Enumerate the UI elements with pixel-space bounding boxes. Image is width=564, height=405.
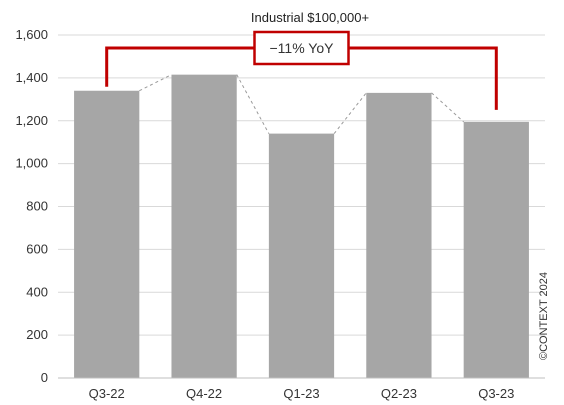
bar-q3-22 [74, 90, 140, 379]
y-tick-label: 1,600 [15, 27, 48, 42]
x-tick-label: Q1-23 [283, 386, 319, 401]
bar-q3-23 [463, 121, 529, 379]
y-tick-label: 400 [26, 284, 48, 299]
yoy-annotation: −11% YoY [105, 30, 498, 110]
y-axis: 0 200 400 600 800 1,000 1,200 1,400 1,600 [15, 27, 48, 385]
annotation-label: −11% YoY [270, 40, 335, 56]
annotation-box [253, 30, 350, 66]
x-tick-label: Q3-23 [478, 386, 514, 401]
bar-q4-22 [171, 74, 237, 379]
bar-q2-23 [366, 92, 432, 378]
y-tick-label: 0 [41, 370, 48, 385]
y-tick-label: 1,400 [15, 70, 48, 85]
y-tick-label: 800 [26, 199, 48, 214]
x-tick-label: Q4-22 [186, 386, 222, 401]
y-tick-label: 1,200 [15, 113, 48, 128]
y-tick-label: 200 [26, 327, 48, 342]
y-tick-label: 600 [26, 241, 48, 256]
bar-connectors [139, 74, 465, 134]
connector-line [431, 92, 465, 123]
connector-line [333, 92, 367, 134]
bars [74, 74, 529, 379]
copyright-text: ©CONTEXT 2024 [538, 272, 550, 360]
chart-title: Industrial $100,000+ [251, 10, 369, 25]
connector-line [139, 74, 172, 92]
y-tick-label: 1,000 [15, 156, 48, 171]
bar-q1-23 [268, 133, 335, 378]
connector-line [236, 74, 270, 134]
x-tick-label: Q2-23 [381, 386, 417, 401]
x-tick-label: Q3-22 [89, 386, 125, 401]
x-axis: Q3-22 Q4-22 Q1-23 Q2-23 Q3-23 [58, 377, 545, 401]
